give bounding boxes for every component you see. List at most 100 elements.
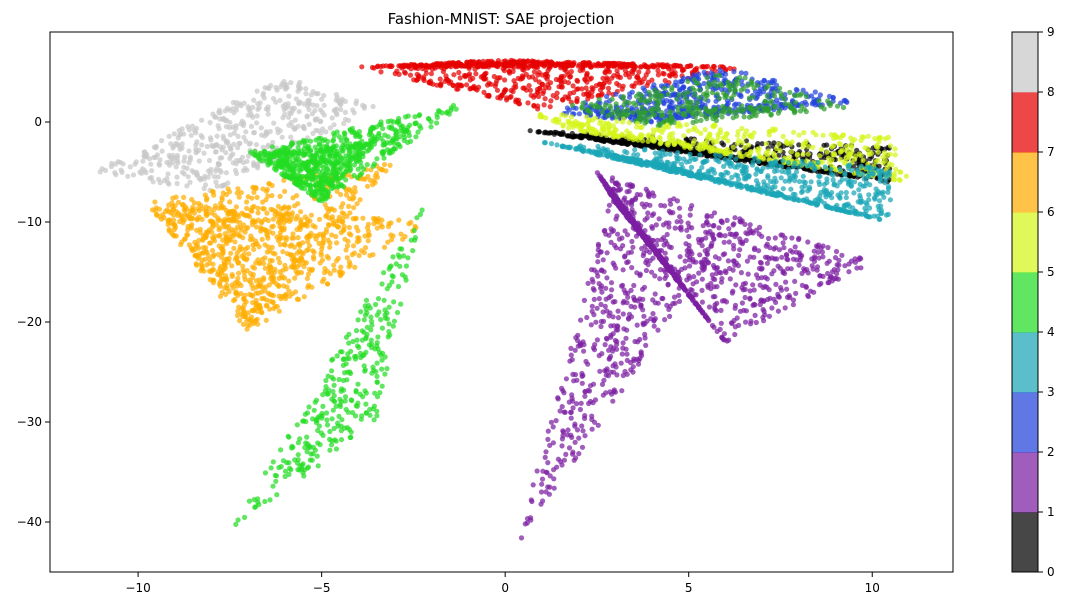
data-point	[769, 77, 776, 83]
data-point	[708, 82, 714, 88]
data-point	[412, 223, 418, 229]
data-point	[333, 438, 339, 444]
data-point	[313, 188, 319, 194]
data-point	[568, 114, 575, 120]
data-point	[463, 73, 469, 79]
data-point	[352, 356, 359, 362]
data-point	[339, 96, 345, 102]
data-point	[787, 89, 793, 95]
data-point	[273, 151, 279, 157]
data-point	[736, 150, 743, 156]
data-point	[661, 71, 667, 77]
data-point	[604, 93, 610, 100]
data-point	[225, 180, 231, 186]
data-point	[270, 483, 276, 489]
data-point	[188, 132, 194, 138]
data-point	[639, 79, 645, 85]
data-point	[300, 151, 307, 157]
data-point	[342, 109, 348, 115]
data-point	[329, 115, 335, 121]
data-point	[278, 206, 284, 212]
data-point	[323, 377, 329, 384]
data-point	[428, 119, 434, 125]
data-point	[309, 177, 315, 183]
data-point	[231, 130, 237, 136]
data-point	[171, 227, 177, 233]
data-point	[340, 172, 346, 178]
data-point	[620, 108, 626, 114]
data-point	[345, 409, 351, 415]
data-point	[763, 141, 770, 147]
data-point	[248, 149, 254, 155]
data-point	[680, 84, 687, 90]
data-point	[346, 224, 352, 231]
data-point	[345, 351, 351, 357]
data-point	[435, 61, 441, 67]
data-point	[467, 86, 473, 92]
data-point	[220, 276, 226, 282]
data-point	[335, 420, 341, 426]
data-point	[258, 125, 264, 131]
data-point	[254, 120, 260, 126]
data-point	[379, 357, 385, 363]
data-point	[173, 194, 179, 200]
data-point	[384, 316, 390, 322]
data-point	[353, 224, 359, 230]
data-point	[324, 281, 331, 287]
data-point	[378, 122, 384, 128]
data-point	[704, 75, 710, 81]
data-point	[392, 71, 398, 77]
data-point	[240, 321, 246, 327]
data-point	[335, 184, 341, 190]
data-point	[234, 218, 240, 224]
data-point	[303, 91, 309, 97]
data-point	[608, 61, 614, 67]
data-point	[685, 89, 691, 95]
data-point	[562, 113, 569, 119]
data-point	[677, 139, 683, 145]
data-point	[327, 428, 333, 435]
data-point	[281, 177, 287, 183]
data-point	[117, 159, 123, 165]
data-point	[278, 216, 284, 223]
data-point	[570, 102, 576, 108]
data-point	[748, 132, 754, 138]
data-point	[393, 261, 399, 267]
data-point	[220, 190, 226, 196]
data-point	[195, 206, 201, 212]
data-point	[374, 413, 380, 419]
data-point	[154, 212, 160, 218]
data-point	[287, 293, 293, 299]
data-point	[437, 76, 443, 82]
data-point	[770, 150, 777, 157]
data-point	[355, 317, 361, 323]
data-point	[307, 457, 313, 463]
data-point	[277, 260, 283, 266]
data-point	[727, 87, 733, 93]
data-point	[305, 172, 312, 178]
data-point	[250, 104, 256, 110]
data-point	[238, 282, 244, 289]
data-point	[580, 122, 586, 129]
data-point	[222, 231, 228, 237]
data-point	[383, 63, 389, 69]
data-point	[338, 106, 344, 113]
data-point	[260, 186, 266, 192]
data-point	[269, 258, 275, 264]
data-point	[159, 138, 165, 144]
data-point	[180, 220, 186, 226]
data-point	[402, 63, 408, 69]
data-point	[250, 272, 256, 278]
data-point	[390, 233, 396, 239]
data-point	[253, 224, 260, 230]
data-point	[283, 84, 289, 91]
data-point	[236, 247, 242, 253]
data-point	[601, 80, 608, 86]
data-point	[535, 72, 541, 78]
data-point	[691, 67, 698, 73]
data-point	[226, 223, 232, 229]
data-point	[297, 99, 303, 105]
data-point	[267, 291, 273, 297]
data-point	[476, 84, 482, 90]
data-point	[635, 108, 641, 115]
